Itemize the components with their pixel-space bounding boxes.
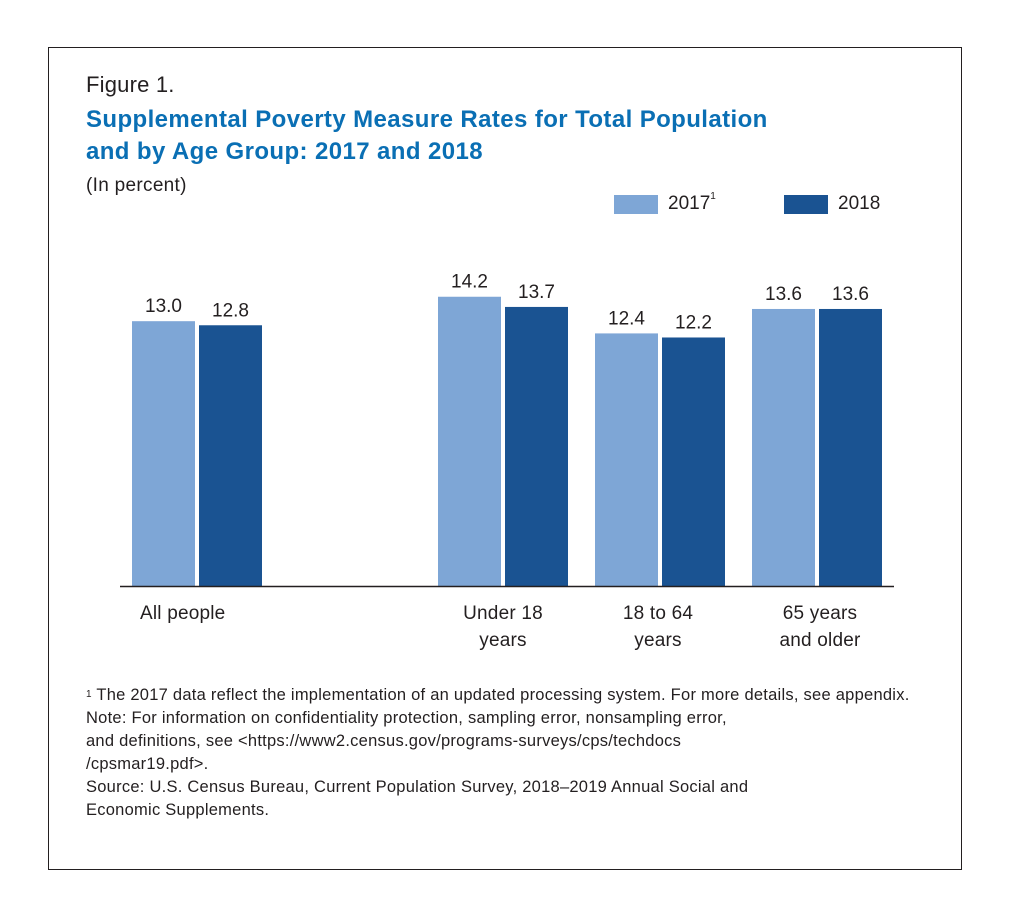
data-label-2018-1: 13.7 [518,282,555,303]
legend-item-2017: 20171 [614,191,716,215]
category-label-2: 18 to 64 years [622,603,694,651]
category-label-1: Under 18 years [463,603,543,651]
chart-title-line2: and by Age Group: 2017 and 2018 [86,138,483,165]
chart-title: Supplemental Poverty Measure Rates for T… [86,104,768,168]
bar-2018-2 [662,337,725,586]
data-label-2017-0: 13.0 [145,296,182,317]
data-label-2018-2: 12.2 [675,312,712,333]
bar-2017-2 [595,333,658,586]
chart-title-line1: Supplemental Poverty Measure Rates for T… [86,106,768,133]
data-label-2017-1: 14.2 [451,272,488,293]
legend-footnote-mark: 1 [710,191,716,202]
legend-swatch-2017 [614,194,658,214]
chart-subtitle: (In percent) [86,175,187,196]
figure-frame [48,47,962,870]
category-label-3: 65 years and older [779,603,861,651]
bar-2018-1 [505,306,568,586]
note-line: /cpsmar19.pdf>. [86,755,209,773]
legend-label-2017: 20171 [668,191,716,214]
footnote: 1 The 2017 data reflect the implementati… [86,686,910,704]
source-line: Source: U.S. Census Bureau, Current Popu… [86,778,749,796]
figure-label: Figure 1. [86,72,175,97]
bar-2017-3 [752,308,815,586]
category-label-0: All people [140,603,226,624]
legend-label-2018: 2018 [838,193,881,214]
bar-2018-0 [199,325,262,586]
bar-2017-1 [438,296,501,586]
source-line: Economic Supplements. [86,801,270,819]
legend-item-2018: 2018 [784,193,880,215]
legend-swatch-2018 [784,194,828,214]
note-line: and definitions, see <https://www2.censu… [86,732,682,750]
chart-notes: 1 The 2017 data reflect the implementati… [86,684,916,822]
data-label-2017-2: 12.4 [608,308,645,329]
data-label-2018-0: 12.8 [212,300,249,321]
bar-2017-0 [132,321,195,586]
data-label-2018-3: 13.6 [832,284,869,305]
note-line: Note: For information on confidentiality… [86,709,727,727]
bar-2018-3 [819,308,882,586]
data-label-2017-3: 13.6 [765,284,802,305]
